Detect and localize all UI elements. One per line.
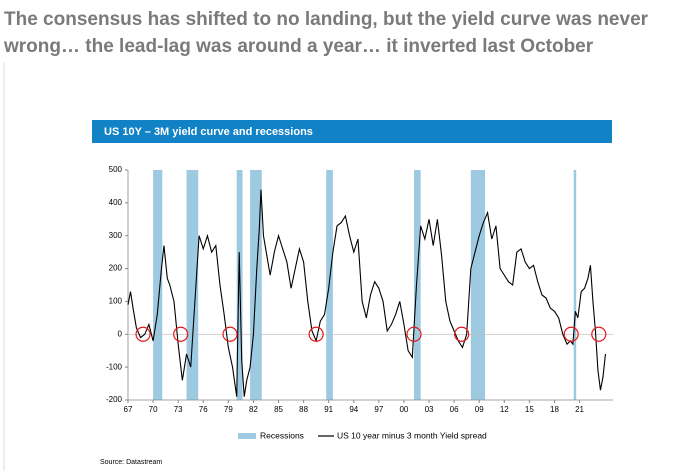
y-tick-label: 300: [109, 231, 123, 240]
x-tick-label: 06: [450, 405, 459, 414]
recession-band: [470, 170, 486, 400]
y-tick-label: -100: [106, 362, 123, 371]
legend-label: US 10 year minus 3 month Yield spread: [337, 430, 487, 440]
x-tick-label: 88: [299, 405, 308, 414]
highlight-circle: [563, 326, 579, 342]
y-tick-label: 200: [109, 264, 123, 273]
source: Source: Datastream: [100, 459, 162, 466]
x-tick-label: 91: [324, 405, 333, 414]
y-tick-label: 400: [109, 198, 123, 207]
highlight-circle: [308, 326, 324, 342]
x-tick-label: 03: [425, 405, 434, 414]
y-tick-label: -200: [106, 395, 123, 404]
x-tick-label: 67: [124, 405, 133, 414]
headline: The consensus has shifted to no landing,…: [4, 9, 649, 30]
y-tick-label: 0: [118, 329, 123, 338]
x-tick-label: 85: [274, 405, 283, 414]
chart-banner: [92, 120, 612, 143]
highlight-circle: [591, 326, 607, 342]
x-tick-label: 12: [500, 405, 509, 414]
highlight-circle: [135, 326, 151, 342]
x-tick-label: 73: [174, 405, 183, 414]
x-tick-label: 94: [349, 405, 358, 414]
legend-swatch: [238, 433, 256, 439]
recession-band: [186, 170, 199, 400]
x-tick-label: 70: [149, 405, 158, 414]
y-tick-label: 500: [109, 165, 123, 174]
x-tick-label: 76: [199, 405, 208, 414]
x-tick-label: 15: [525, 405, 534, 414]
x-tick-label: 09: [475, 405, 484, 414]
headline: wrong… the lead-lag was around a year… i…: [3, 36, 594, 57]
recession-band: [413, 170, 421, 400]
highlight-circle: [454, 326, 470, 342]
x-tick-label: 82: [249, 405, 258, 414]
spread-line: [127, 189, 607, 397]
x-tick-label: 97: [374, 405, 383, 414]
highlight-circle: [173, 326, 189, 342]
legend-label: Recessions: [260, 430, 304, 440]
recession-band: [153, 170, 163, 400]
x-tick-label: 00: [399, 405, 408, 414]
chart-title: US 10Y – 3M yield curve and recessions: [104, 126, 313, 138]
recession-band: [573, 170, 577, 400]
x-tick-label: 21: [575, 405, 584, 414]
highlight-circle: [222, 326, 238, 342]
y-tick-label: 100: [109, 297, 123, 306]
x-tick-label: 79: [224, 405, 233, 414]
highlight-circle: [406, 326, 422, 342]
x-tick-label: 18: [550, 405, 559, 414]
